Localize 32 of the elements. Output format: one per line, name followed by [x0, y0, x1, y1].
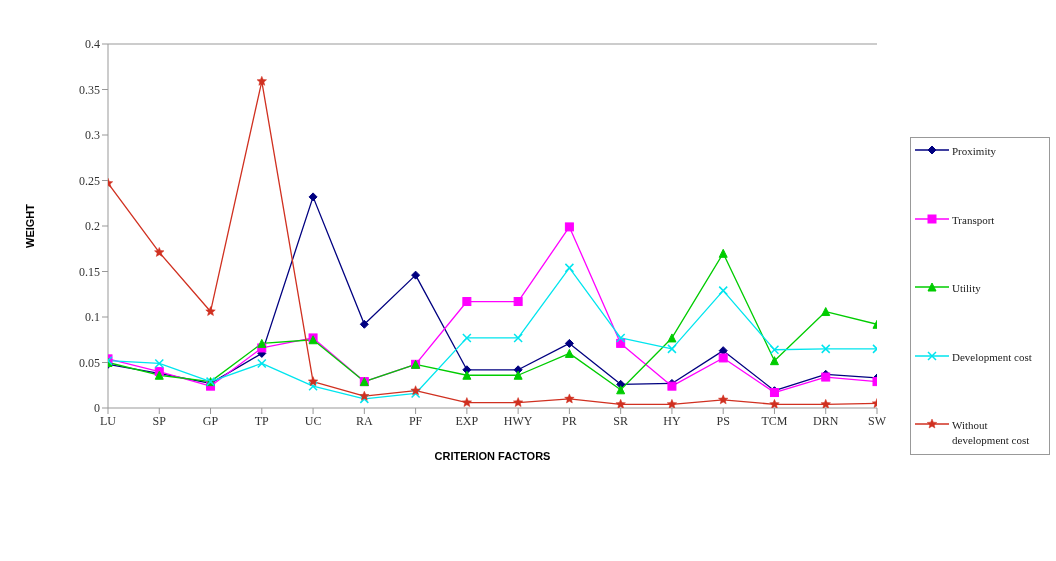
y-tick-label: 0.05 [79, 355, 100, 370]
x-tick-label: SP [152, 413, 167, 428]
x-tick-label: RA [356, 413, 373, 428]
y-tick-label: 0 [94, 401, 100, 416]
x-tick-label: UC [304, 413, 322, 428]
x-tick-label: PS [716, 413, 730, 428]
legend-label: Transport [952, 212, 996, 228]
x-tick-label: DRN [813, 413, 839, 428]
x-tick-label: HWY [503, 413, 533, 428]
x-tick-label: SW [868, 413, 887, 428]
legend-label: Development cost [952, 349, 1033, 365]
y-axis-title: WEIGHT [23, 203, 36, 248]
y-tick-label: 0.15 [79, 264, 100, 279]
x-tick-label: PF [408, 413, 423, 428]
legend-label: Proximity [952, 144, 997, 159]
y-tick-label: 0.3 [85, 128, 100, 143]
y-tick-label: 0.1 [85, 310, 100, 325]
x-tick-label: EXP [455, 413, 479, 428]
legend-label: Utility [952, 281, 982, 296]
x-tick-label: GP [202, 413, 219, 428]
x-tick-label: LU [100, 413, 117, 428]
x-tick-label: TP [254, 413, 270, 428]
y-tick-label: 0.2 [85, 219, 100, 234]
x-tick-label: HY [663, 413, 681, 428]
x-axis-title: CRITERION FACTORS [434, 450, 551, 462]
x-tick-label: TCM [761, 413, 788, 428]
x-tick-label: PR [562, 413, 577, 428]
y-tick-label: 0.4 [85, 37, 100, 52]
legend-label: Without development cost [952, 418, 1031, 448]
x-tick-label: SR [613, 413, 629, 428]
y-tick-label: 0.35 [79, 82, 100, 97]
y-tick-label: 0.25 [79, 173, 100, 188]
